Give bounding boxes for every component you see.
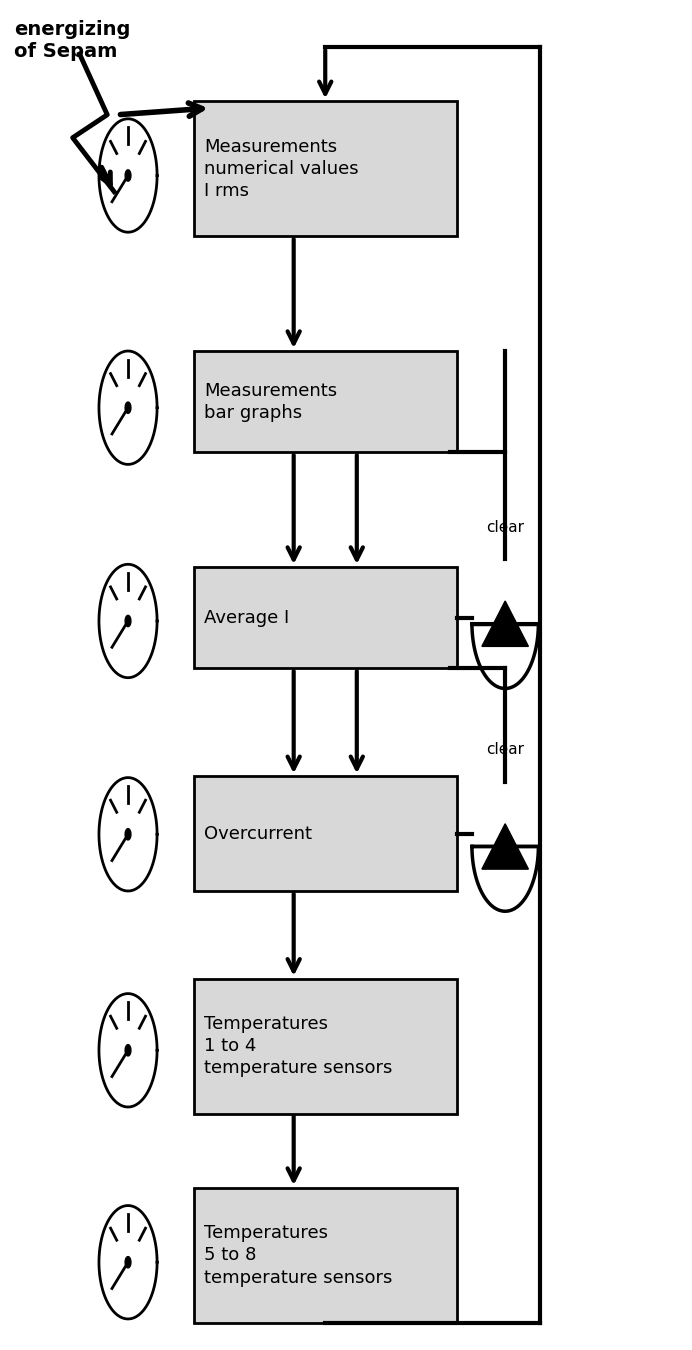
Polygon shape: [125, 1257, 131, 1268]
Polygon shape: [125, 1045, 131, 1056]
Text: Temperatures
5 to 8
temperature sensors: Temperatures 5 to 8 temperature sensors: [204, 1224, 392, 1287]
Polygon shape: [125, 170, 131, 181]
Text: Average I: Average I: [204, 609, 289, 626]
Polygon shape: [482, 824, 529, 869]
FancyBboxPatch shape: [194, 567, 457, 668]
Text: Temperatures
1 to 4
temperature sensors: Temperatures 1 to 4 temperature sensors: [204, 1015, 392, 1077]
Polygon shape: [125, 616, 131, 626]
FancyBboxPatch shape: [194, 101, 457, 236]
FancyBboxPatch shape: [194, 776, 457, 891]
FancyBboxPatch shape: [194, 979, 457, 1114]
Polygon shape: [125, 829, 131, 840]
Text: clear: clear: [486, 520, 524, 535]
FancyBboxPatch shape: [194, 351, 457, 452]
Polygon shape: [125, 402, 131, 413]
Text: energizing
of Sepam: energizing of Sepam: [14, 20, 130, 61]
Text: clear: clear: [486, 743, 524, 757]
Text: Measurements
numerical values
I rms: Measurements numerical values I rms: [204, 138, 358, 200]
Polygon shape: [482, 601, 529, 647]
Text: Measurements
bar graphs: Measurements bar graphs: [204, 382, 337, 421]
Text: Overcurrent: Overcurrent: [204, 825, 312, 842]
FancyBboxPatch shape: [194, 1188, 457, 1323]
